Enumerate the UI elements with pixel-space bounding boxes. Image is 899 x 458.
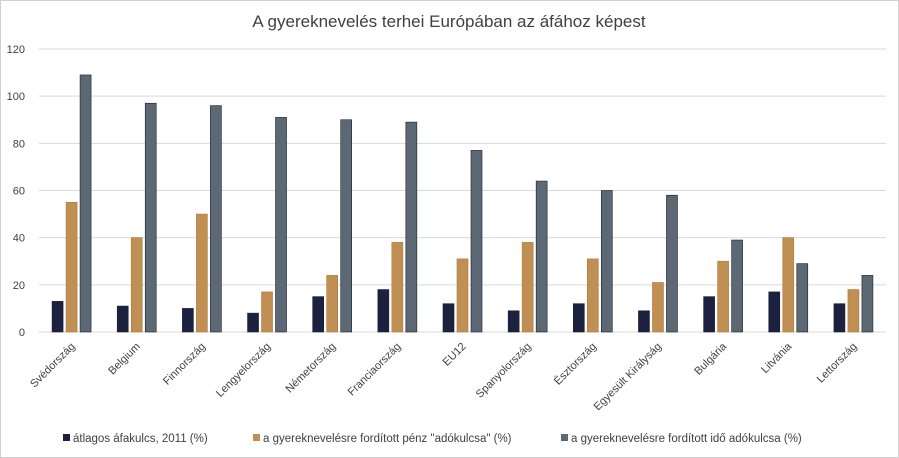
bar-2 (782, 237, 795, 333)
bar-2 (521, 242, 534, 333)
x-tick-label: Franciaország (346, 341, 404, 399)
x-tick-label: Svédország (28, 341, 78, 391)
bar-2 (456, 258, 469, 333)
y-tick-label: 120 (7, 44, 25, 56)
bar-2 (130, 237, 143, 333)
x-tick-label: Spanyolország (474, 341, 534, 401)
x-tick-label: Észtország (551, 340, 599, 388)
y-tick-label: 0 (19, 327, 25, 339)
y-tick-label: 100 (7, 91, 25, 103)
bar-2 (326, 275, 338, 333)
bar-3 (340, 119, 352, 333)
x-tick-label: Lengyelország (214, 341, 273, 400)
y-tick-label: 60 (13, 186, 25, 198)
bar-3 (861, 275, 874, 333)
bar-1 (768, 291, 781, 333)
bar-3 (210, 105, 222, 333)
y-tick-label: 20 (13, 280, 25, 292)
chart-title: A gyereknevelés terhei Európában az áfáh… (252, 12, 645, 31)
bar-1 (51, 301, 64, 333)
bar-2 (65, 201, 78, 333)
bar-2 (196, 213, 208, 333)
bar-1 (247, 312, 259, 333)
legend-swatch (253, 434, 260, 441)
bar-3 (601, 190, 613, 333)
bar-1 (312, 296, 324, 333)
bar-1 (638, 310, 650, 333)
x-tick-label: Belgium (106, 341, 143, 378)
bar-2 (652, 282, 664, 333)
y-tick-label: 40 (13, 233, 25, 245)
bar-2 (391, 242, 404, 333)
bar-3 (275, 117, 287, 333)
legend-swatch (63, 434, 70, 441)
bar-1 (703, 296, 715, 333)
bar-1 (507, 310, 520, 333)
bar-1 (377, 289, 390, 333)
x-tick-label: Németország (284, 341, 339, 396)
bar-3 (79, 74, 92, 333)
x-tick-label: Egyesült Királyság (592, 341, 664, 413)
bar-2 (587, 258, 599, 333)
bar-1 (116, 305, 129, 333)
legend-label: a gyereknevelésre fordított idő adókulcs… (571, 433, 802, 445)
bar-3 (405, 121, 418, 333)
x-tick-label: Lettország (815, 341, 860, 386)
bar-3 (470, 150, 483, 333)
bar-1 (573, 303, 585, 333)
x-tick-label: EU12 (441, 341, 469, 369)
bar-3 (144, 102, 157, 333)
bar-1 (833, 303, 846, 333)
bar-2 (261, 291, 273, 333)
bar-3 (535, 180, 548, 333)
bar-3 (796, 263, 809, 333)
x-tick-label: Finnország (161, 341, 208, 388)
x-tick-label: Litvánia (759, 340, 795, 376)
x-tick-label: Bulgária (692, 340, 730, 378)
bar-3 (731, 239, 743, 333)
y-tick-label: 80 (13, 138, 25, 150)
bar-2 (847, 289, 860, 333)
legend-label: átlagos áfakulcs, 2011 (%) (73, 433, 208, 445)
bar-2 (717, 260, 729, 333)
bar-1 (182, 308, 194, 333)
bar-1 (442, 303, 455, 333)
legend-swatch (561, 434, 568, 441)
legend-label: a gyereknevelésre fordított pénz "adókul… (263, 433, 512, 445)
bar-3 (666, 194, 678, 333)
